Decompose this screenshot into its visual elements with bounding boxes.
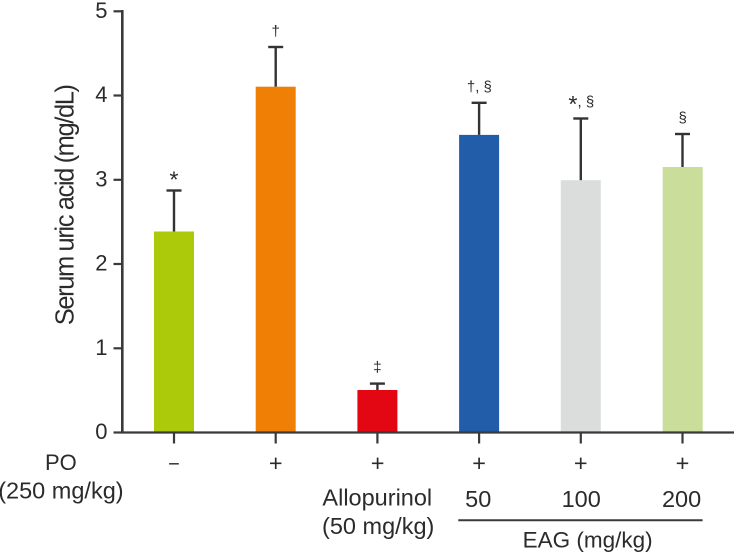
svg-text:†: †: [272, 23, 280, 40]
svg-text:0: 0: [95, 419, 107, 444]
svg-text:50: 50: [465, 486, 491, 512]
svg-text:PO: PO: [45, 450, 77, 475]
svg-text:+: +: [472, 450, 486, 476]
svg-text:5: 5: [95, 0, 107, 23]
svg-text:(250 mg/kg): (250 mg/kg): [0, 478, 124, 504]
svg-text:‡: ‡: [373, 359, 381, 376]
svg-text:+: +: [371, 450, 385, 476]
svg-text:3: 3: [95, 166, 107, 191]
svg-text:EAG (mg/kg): EAG (mg/kg): [523, 527, 653, 552]
svg-text:Serum uric acid (mg/dL): Serum uric acid (mg/dL): [52, 85, 80, 325]
svg-text:+: +: [269, 450, 283, 476]
svg-text:−: −: [168, 453, 180, 475]
svg-text:200: 200: [662, 486, 701, 512]
svg-text:*: *: [169, 166, 178, 192]
svg-text:1: 1: [95, 335, 107, 360]
svg-text:*, §: *, §: [568, 91, 594, 117]
svg-text:Allopurinol: Allopurinol: [322, 484, 432, 510]
svg-text:(50 mg/kg): (50 mg/kg): [322, 513, 434, 539]
svg-text:+: +: [676, 450, 690, 476]
svg-text:†, §: †, §: [467, 78, 492, 95]
svg-text:100: 100: [562, 486, 601, 512]
svg-text:4: 4: [95, 82, 107, 107]
svg-text:§: §: [679, 109, 687, 126]
svg-text:+: +: [574, 450, 588, 476]
svg-text:2: 2: [95, 251, 107, 276]
